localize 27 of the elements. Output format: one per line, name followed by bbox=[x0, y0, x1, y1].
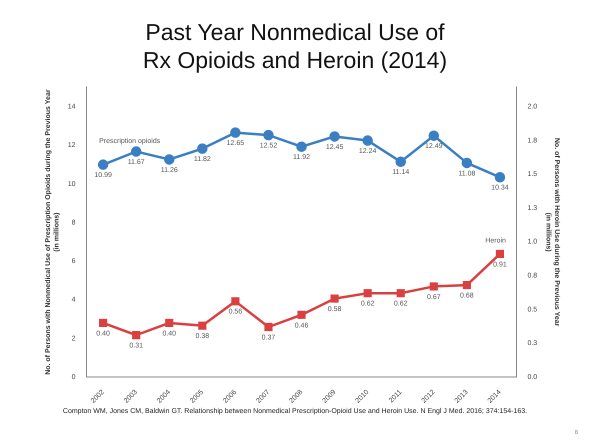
point bbox=[396, 289, 405, 298]
point bbox=[462, 158, 472, 168]
point bbox=[164, 154, 175, 165]
point bbox=[494, 172, 506, 182]
point bbox=[98, 159, 108, 170]
chart-title: Past Year Nonmedical Use of Rx Opioids and Heroin (2014) bbox=[142, 18, 448, 74]
point bbox=[197, 143, 208, 154]
point bbox=[99, 318, 108, 328]
point bbox=[364, 289, 372, 298]
point bbox=[430, 282, 438, 291]
point bbox=[230, 127, 241, 138]
point bbox=[130, 146, 142, 157]
point bbox=[330, 294, 339, 303]
point bbox=[462, 281, 471, 290]
point bbox=[296, 141, 307, 152]
point bbox=[329, 131, 340, 142]
point bbox=[264, 322, 273, 332]
point bbox=[231, 297, 240, 306]
point bbox=[297, 310, 306, 319]
point bbox=[263, 130, 274, 140]
point bbox=[362, 135, 373, 146]
point bbox=[198, 322, 206, 330]
point bbox=[428, 130, 440, 141]
point bbox=[165, 318, 174, 328]
point bbox=[132, 331, 140, 340]
point bbox=[496, 250, 504, 258]
point bbox=[395, 156, 406, 168]
